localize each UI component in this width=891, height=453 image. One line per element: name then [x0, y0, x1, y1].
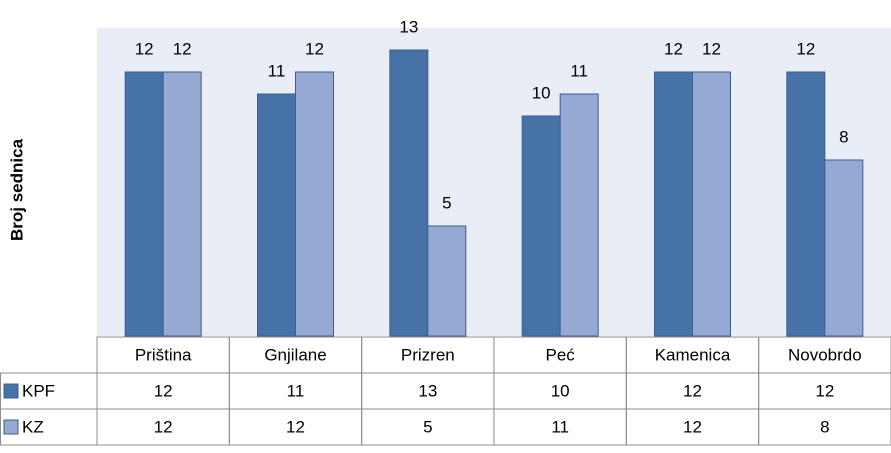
data-label: 5 — [442, 193, 451, 212]
y-axis-label: Broj sednica — [7, 138, 26, 241]
data-label: 11 — [570, 61, 588, 80]
table-value: 12 — [815, 381, 834, 400]
table-value: 8 — [820, 417, 829, 436]
table-value: 12 — [154, 417, 173, 436]
data-label: 12 — [664, 39, 683, 58]
legend-swatch — [3, 419, 19, 435]
bar — [824, 159, 864, 337]
data-label: 13 — [399, 17, 418, 36]
data-label: 12 — [702, 39, 721, 58]
table-value: 10 — [551, 381, 570, 400]
table-value: 12 — [683, 417, 702, 436]
bar — [654, 71, 693, 337]
data-label: 12 — [796, 39, 815, 58]
bar — [786, 71, 826, 337]
legend-label: KZ — [22, 417, 44, 436]
table-value: 11 — [287, 381, 305, 400]
category-label: Priština — [135, 345, 192, 364]
bar — [124, 71, 164, 337]
category-label: Gnjilane — [264, 345, 326, 364]
category-label: Kamenica — [655, 345, 731, 364]
table-value: 11 — [551, 417, 569, 436]
table-value: 13 — [418, 381, 437, 400]
category-label: Peć — [546, 345, 576, 364]
bar — [427, 225, 467, 337]
data-label: 11 — [268, 61, 286, 80]
table-value: 12 — [286, 417, 305, 436]
data-label: 10 — [532, 83, 551, 102]
bar — [295, 71, 334, 337]
table-cell — [758, 408, 891, 446]
legend-swatch — [3, 383, 19, 399]
bar — [692, 71, 731, 337]
bar — [559, 93, 599, 337]
data-label: 8 — [839, 127, 848, 146]
data-label: 12 — [135, 39, 154, 58]
bar — [389, 49, 429, 337]
category-label: Novobrdo — [788, 345, 862, 364]
legend-label: KPF — [22, 381, 55, 400]
bar — [521, 115, 561, 337]
bar — [162, 71, 202, 337]
table-value: 12 — [154, 381, 173, 400]
bar — [257, 93, 296, 337]
data-label: 12 — [305, 39, 324, 58]
table-value: 12 — [683, 381, 702, 400]
category-label: Prizren — [401, 345, 455, 364]
table-cell — [0, 408, 98, 446]
data-label: 12 — [173, 39, 192, 58]
plot-area — [97, 28, 891, 336]
table-value: 5 — [423, 417, 432, 436]
